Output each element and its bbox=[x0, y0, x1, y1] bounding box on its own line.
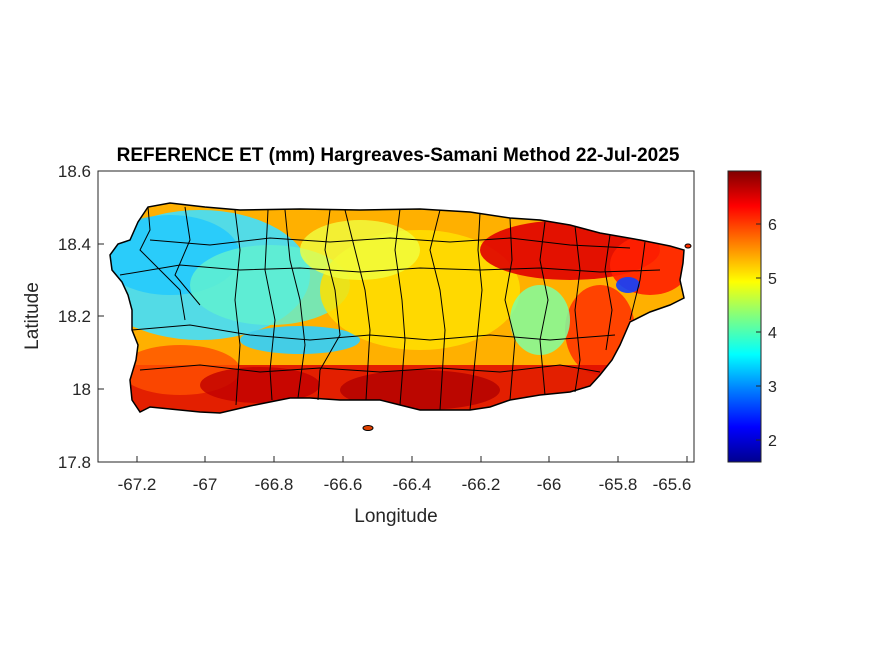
colorbar-tick-label: 3 bbox=[768, 379, 777, 396]
colorbar-tick-label: 4 bbox=[768, 325, 777, 342]
x-axis-label: Longitude bbox=[354, 506, 437, 527]
x-tick-label: -67.2 bbox=[118, 475, 157, 494]
x-axis: -67.2 -67 -66.8 -66.6 -66.4 -66.2 -66 -6… bbox=[118, 456, 692, 494]
x-tick-label: -66.4 bbox=[393, 475, 432, 494]
chart-title: REFERENCE ET (mm) Hargreaves-Samani Meth… bbox=[117, 145, 680, 166]
small-east-island bbox=[684, 243, 692, 249]
x-tick-label: -66.8 bbox=[255, 475, 294, 494]
colorbar-tick-label: 6 bbox=[768, 217, 777, 234]
x-tick-label: -66.6 bbox=[324, 475, 363, 494]
colorbar-tick-label: 2 bbox=[768, 433, 777, 450]
x-tick-label: -66.2 bbox=[462, 475, 501, 494]
x-tick-label: -65.8 bbox=[599, 475, 638, 494]
y-axis: 18.6 18.4 18.2 18 17.8 bbox=[58, 162, 104, 472]
x-tick-label: -66 bbox=[537, 475, 562, 494]
colorbar: 6 5 4 3 2 bbox=[727, 170, 777, 463]
x-tick-label: -67 bbox=[193, 475, 218, 494]
y-tick-label: 18.4 bbox=[58, 235, 91, 254]
x-tick-label: -65.6 bbox=[653, 475, 692, 494]
y-tick-label: 18 bbox=[72, 380, 91, 399]
municipal-boundaries bbox=[119, 206, 661, 411]
y-axis-label: Latitude bbox=[22, 282, 43, 350]
y-tick-label: 17.8 bbox=[58, 453, 91, 472]
colorbar-gradient bbox=[727, 170, 762, 463]
y-tick-label: 18.2 bbox=[58, 307, 91, 326]
colorbar-tick-label: 5 bbox=[768, 271, 777, 288]
y-tick-label: 18.6 bbox=[58, 162, 91, 181]
caja-de-muertos-island bbox=[362, 425, 374, 431]
